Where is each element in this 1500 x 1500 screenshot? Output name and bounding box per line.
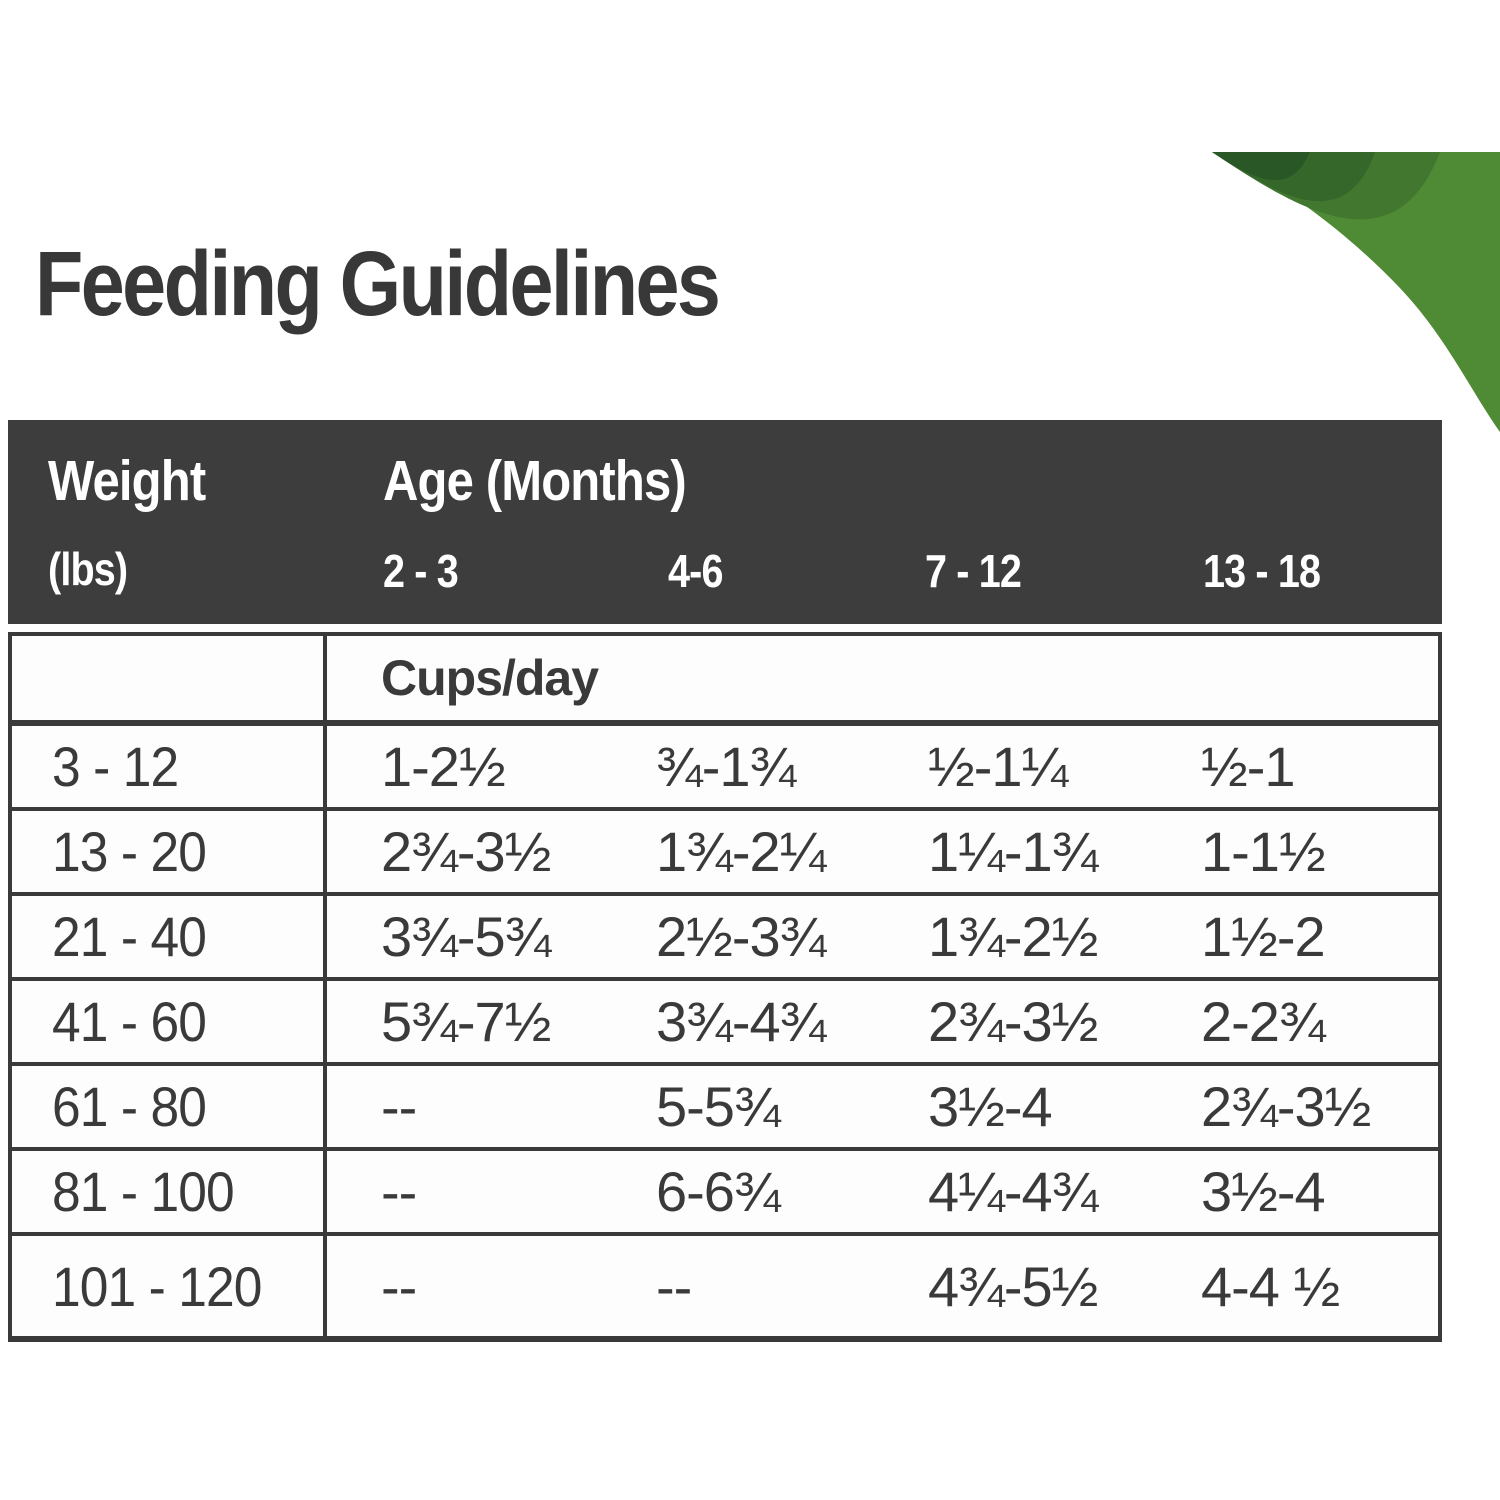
cups-value: 1½-2 [1201, 905, 1326, 968]
weight-header-label: Weight [48, 449, 206, 513]
cups-value: 1-1½ [1201, 820, 1326, 883]
weight-range: 81 - 100 [52, 1160, 235, 1223]
cups-per-day-label: Cups/day [381, 650, 599, 706]
weight-range: 61 - 80 [52, 1075, 207, 1138]
weight-range: 101 - 120 [52, 1254, 262, 1318]
table-row: 61 - 80 -- 5-5¾ 3½-4 2¾-3½ [12, 1062, 1438, 1147]
cups-value: 6-6¾ [656, 1160, 781, 1223]
cups-value: 5-5¾ [656, 1075, 781, 1138]
cups-value: 2½-3¾ [656, 905, 826, 968]
cups-value: 4¼-4¾ [928, 1160, 1098, 1223]
age-column-13-18: 13 - 18 [1203, 545, 1321, 597]
cups-value: 2¾-3½ [1201, 1075, 1371, 1138]
cups-value: 1-2½ [381, 735, 506, 798]
subheader-row: Cups/day [12, 636, 1438, 722]
cups-value: -- [381, 1254, 417, 1318]
age-column-7-12: 7 - 12 [925, 545, 1022, 597]
table-header: Weight (lbs) Age (Months) 2 - 3 4-6 7 - … [8, 420, 1442, 624]
age-header-label: Age (Months) [383, 449, 687, 513]
cups-value: 2-2¾ [1201, 990, 1326, 1053]
weight-range: 3 - 12 [52, 735, 179, 798]
cups-value: -- [381, 1075, 417, 1138]
table-row: 21 - 40 3¾-5¾ 2½-3¾ 1¾-2½ 1½-2 [12, 892, 1438, 977]
cups-value: 3½-4 [1201, 1160, 1326, 1223]
green-leaf-swoosh-icon [1212, 152, 1500, 432]
cups-value: 4-4 ½ [1201, 1254, 1340, 1318]
age-column-4-6: 4-6 [668, 545, 723, 597]
cups-value: 1¾-2¼ [656, 820, 826, 883]
weight-range: 13 - 20 [52, 820, 207, 883]
table-body: Cups/day 3 - 12 1-2½ ¾-1¾ ½-1¼ ½-1 13 - … [8, 632, 1442, 1342]
cups-value: 4¾-5½ [928, 1254, 1098, 1318]
weight-unit-label: (lbs) [48, 543, 128, 595]
cups-value: 3½-4 [928, 1075, 1053, 1138]
cups-value: ½-1 [1201, 735, 1295, 798]
table-row: 101 - 120 -- -- 4¾-5½ 4-4 ½ [12, 1232, 1438, 1336]
page-title: Feeding Guidelines [35, 233, 721, 335]
cups-value: -- [381, 1160, 417, 1223]
weight-range: 41 - 60 [52, 990, 207, 1053]
table-row: 13 - 20 2¾-3½ 1¾-2¼ 1¼-1¾ 1-1½ [12, 807, 1438, 892]
table-row: 81 - 100 -- 6-6¾ 4¼-4¾ 3½-4 [12, 1147, 1438, 1232]
table-row: 3 - 12 1-2½ ¾-1¾ ½-1¼ ½-1 [12, 722, 1438, 807]
cups-value: 1¾-2½ [928, 905, 1098, 968]
cups-value: -- [656, 1254, 692, 1318]
empty-cell [12, 636, 327, 720]
cups-value: 2¾-3½ [381, 820, 551, 883]
cups-value: 3¾-4¾ [656, 990, 826, 1053]
table-row: 41 - 60 5¾-7½ 3¾-4¾ 2¾-3½ 2-2¾ [12, 977, 1438, 1062]
cups-value: 5¾-7½ [381, 990, 551, 1053]
cups-value: ¾-1¾ [656, 735, 796, 798]
cups-value: 2¾-3½ [928, 990, 1098, 1053]
cups-value: 3¾-5¾ [381, 905, 551, 968]
age-column-2-3: 2 - 3 [383, 545, 459, 597]
feeding-table: Weight (lbs) Age (Months) 2 - 3 4-6 7 - … [8, 420, 1442, 1342]
weight-range: 21 - 40 [52, 905, 207, 968]
cups-value: ½-1¼ [928, 735, 1068, 798]
cups-value: 1¼-1¾ [928, 820, 1098, 883]
